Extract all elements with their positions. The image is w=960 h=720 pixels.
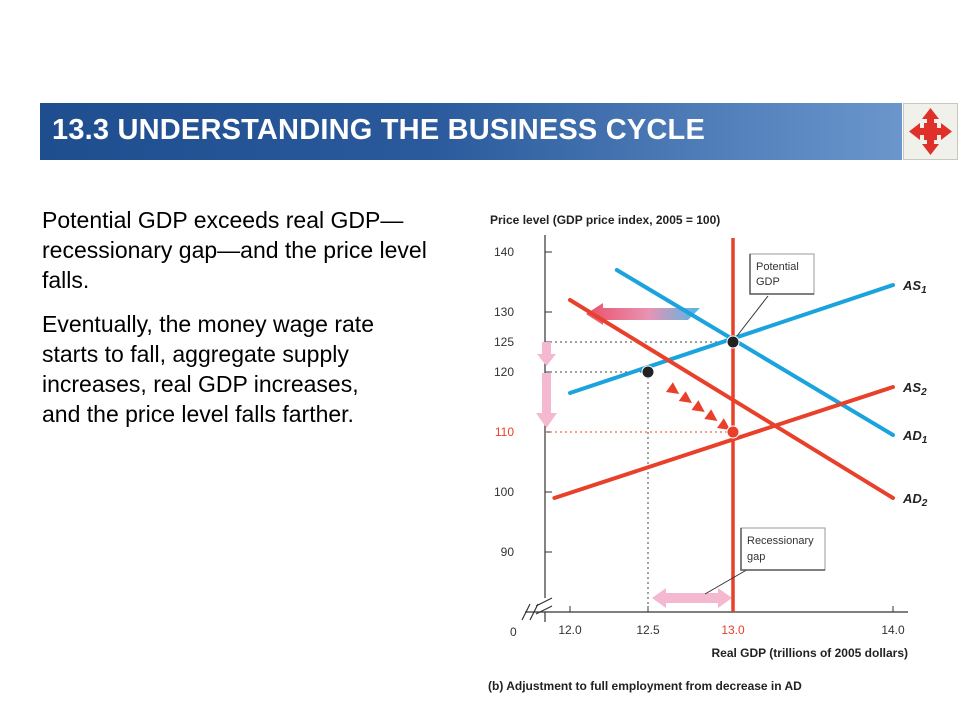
curve-label-ad1: AD1: [902, 428, 928, 446]
four-way-arrows-icon[interactable]: [904, 104, 957, 159]
nav-button[interactable]: [903, 103, 958, 160]
curve-label-as2: AS2: [902, 380, 927, 398]
recessionary-gap-label-line2: gap: [747, 551, 765, 563]
bullet-list: Potential GDP exceeds real GDP—recession…: [42, 205, 442, 443]
equilibrium-points: [641, 335, 740, 439]
x-axis-break: [521, 603, 539, 621]
y-tick-label: 125: [494, 335, 514, 349]
equilibrium-point: [726, 335, 740, 349]
bullet-2: Eventually, the money wage rate starts t…: [42, 311, 374, 427]
x-tick-label: 14.0: [881, 623, 905, 637]
y-tick-label: 110: [495, 425, 514, 439]
movement-arrowhead: [678, 391, 693, 404]
y-tick-label: 120: [494, 365, 514, 379]
ad-as-chart: Price level (GDP price index, 2005 = 100…: [488, 213, 928, 693]
curve-ad1: [614, 268, 895, 437]
curve-as2: [552, 385, 895, 500]
y-tick-label: 140: [494, 245, 514, 259]
movement-arrowhead: [665, 382, 680, 395]
bullet-1: Potential GDP exceeds real GDP—recession…: [42, 207, 427, 293]
chart-caption: (b) Adjustment to full employment from d…: [488, 679, 802, 693]
y-tick-label: 100: [494, 485, 514, 499]
price-fall-arrow-1: [537, 342, 556, 366]
movement-arrows: [665, 382, 731, 431]
x-tick-label: 12.0: [558, 623, 582, 637]
potential-gdp-label-line1: Potential: [756, 261, 799, 273]
left-shift-arrow: [586, 303, 700, 325]
recessionary-gap-callout: Recessionary gap: [704, 527, 826, 595]
slide-title: 13.3 UNDERSTANDING THE BUSINESS CYCLE: [52, 114, 706, 146]
shift-arrows: [536, 303, 732, 608]
y-axis-label: Price level (GDP price index, 2005 = 100…: [490, 213, 720, 227]
x-axis-label: Real GDP (trillions of 2005 dollars): [712, 646, 909, 660]
potential-gdp-callout: Potential GDP: [736, 253, 815, 337]
x-tick-label: 12.5: [636, 623, 660, 637]
y-tick-label: 130: [494, 305, 514, 319]
recessionary-gap-label-line1: Recessionary: [747, 535, 814, 547]
price-fall-arrow-2: [536, 373, 557, 428]
movement-arrowhead: [704, 409, 718, 422]
movement-arrowhead: [716, 418, 731, 431]
y-tick-label: 90: [501, 545, 515, 559]
equilibrium-point: [641, 365, 655, 379]
recessionary-gap-arrow: [652, 588, 732, 608]
curve-labels: AS1 AD1 AS2 AD2: [902, 278, 928, 509]
y-axis-break: [535, 597, 553, 615]
x-tick-label: 13.0: [721, 623, 745, 637]
axes: [521, 235, 908, 622]
origin-label: 0: [510, 625, 517, 639]
potential-gdp-label-line2: GDP: [756, 276, 780, 288]
title-banner: [40, 103, 902, 160]
curve-label-ad2: AD2: [902, 491, 928, 509]
tick-labels: 12.0 12.5 13.0 14.0 90 100 110 120 125 130 140: [494, 245, 905, 637]
movement-arrowhead: [691, 400, 705, 413]
equilibrium-point: [726, 425, 740, 439]
curve-label-as1: AS1: [902, 278, 927, 296]
